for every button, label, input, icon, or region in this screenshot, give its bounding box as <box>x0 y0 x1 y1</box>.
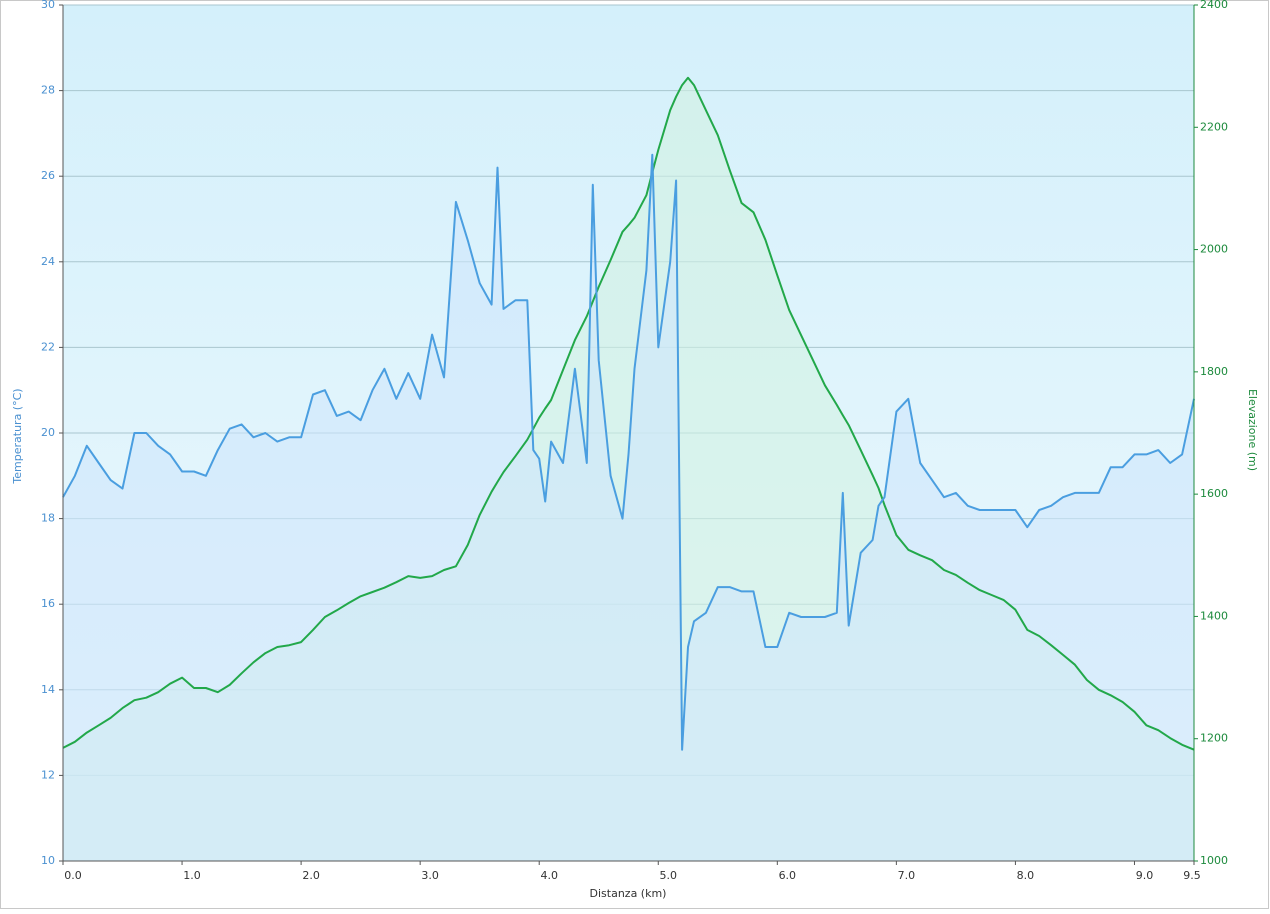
y2-tick-label: 1600 <box>1200 487 1228 500</box>
x-tick-label: 7.0 <box>898 869 916 882</box>
y-tick-label: 12 <box>41 768 55 781</box>
x-tick-label: 5.0 <box>660 869 678 882</box>
x-tick-label: 4.0 <box>540 869 558 882</box>
x-axis-label: Distanza (km) <box>590 887 667 900</box>
line <box>62 153 1195 751</box>
line <box>62 76 1195 751</box>
area <box>63 154 1194 862</box>
x-tick-label: 3.0 <box>421 869 439 882</box>
x-tick-label: 9.5 <box>1183 869 1201 882</box>
y2-tick-label: 1000 <box>1200 854 1228 867</box>
y-tick-label: 24 <box>41 255 55 268</box>
axes <box>59 4 1198 865</box>
x-tick-label: 8.0 <box>1017 869 1035 882</box>
x-tick-label: 0.0 <box>64 869 82 882</box>
y-tick-label: 20 <box>41 426 55 439</box>
y2-tick-label: 1400 <box>1200 609 1228 622</box>
y2-tick-label: 2200 <box>1200 120 1228 133</box>
y-tick-label: 22 <box>41 340 55 353</box>
x-tick-label: 1.0 <box>183 869 201 882</box>
y2-tick-label: 1800 <box>1200 365 1228 378</box>
y-axis-label: Temperatura (°C) <box>11 388 24 484</box>
y-tick-label: 26 <box>41 169 55 182</box>
x-tick-label: 2.0 <box>302 869 320 882</box>
y-tick-label: 18 <box>41 512 55 525</box>
y-tick-label: 28 <box>41 84 55 97</box>
y-tick-label: 16 <box>41 597 55 610</box>
y2-tick-label: 1200 <box>1200 732 1228 745</box>
x-tick-label: 9.0 <box>1136 869 1154 882</box>
y2-axis-label: Elevazione (m) <box>1246 389 1259 471</box>
y-tick-label: 30 <box>41 0 55 11</box>
y-tick-label: 14 <box>41 683 55 696</box>
y-tick-label: 10 <box>41 854 55 867</box>
y2-tick-label: 2000 <box>1200 243 1228 256</box>
x-tick-label: 6.0 <box>779 869 797 882</box>
marks <box>62 76 1195 862</box>
y2-tick-label: 2400 <box>1200 0 1228 11</box>
